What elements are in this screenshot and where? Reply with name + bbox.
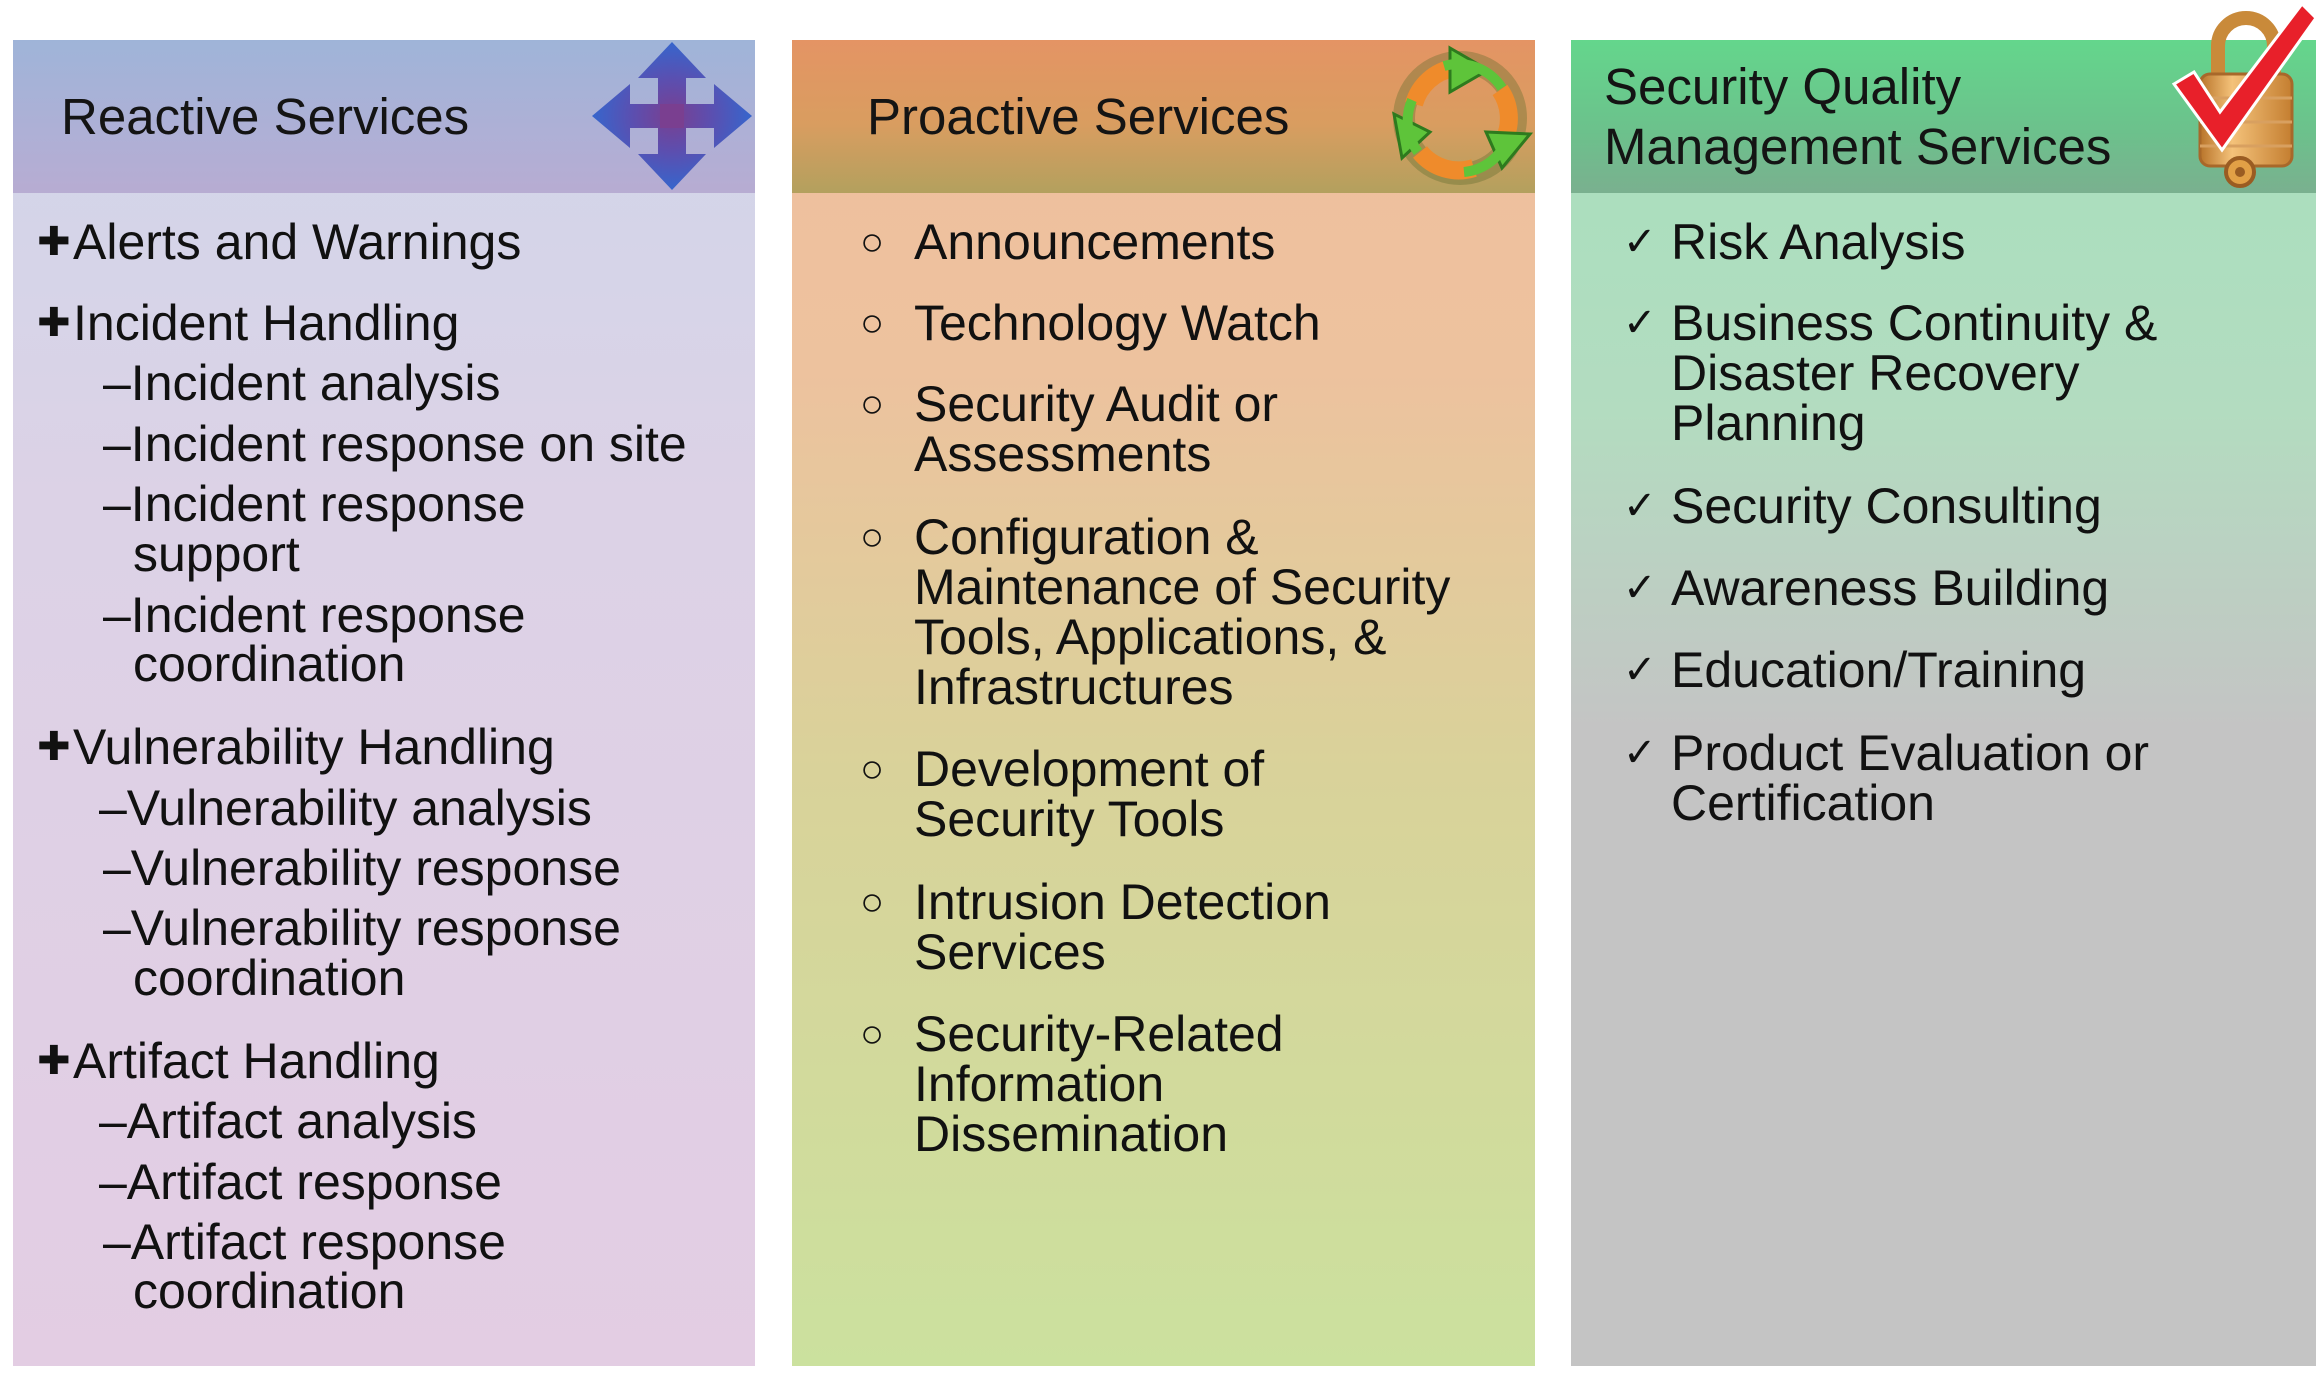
proactive-services-title: Proactive Services (867, 87, 1290, 145)
plus-bullet-icon: ✚ (37, 301, 71, 345)
list-item: Awareness Building (1671, 560, 2110, 616)
list-item-continuation: Planning (1671, 395, 1866, 451)
list-item-continuation: Certification (1671, 775, 1935, 831)
plus-bullet-icon: ✚ (37, 725, 71, 769)
title-line-2: Management Services (1604, 117, 2112, 175)
list-item-continuation: Disaster Recovery (1671, 345, 2080, 401)
sub-list-item: –Incident analysis (103, 355, 501, 411)
title-line-1: Security Quality (1604, 57, 1962, 115)
list-item: Vulnerability Handling (73, 719, 555, 775)
padlock-checkmark-icon (2171, 1, 2316, 188)
plus-bullet-icon: ✚ (37, 1039, 71, 1083)
circle-arrow-bullet-icon: ○ (860, 301, 885, 345)
proactive-services-header: Proactive Services (792, 40, 1535, 193)
list-item-continuation: Tools, Applications, & (914, 609, 1387, 665)
list-item: Business Continuity & (1671, 295, 2158, 351)
checkmark-bullet-icon: ✓ (1623, 220, 1657, 264)
four-way-arrows-icon (592, 42, 752, 190)
list-item: Development of (914, 741, 1265, 797)
plus-bullet-icon: ✚ (37, 220, 71, 264)
circle-arrow-bullet-icon: ○ (860, 220, 885, 264)
list-item: Announcements (914, 214, 1276, 270)
sub-list-item: –Incident response (103, 476, 526, 532)
list-item-continuation: Assessments (914, 426, 1212, 482)
recycle-arrows-icon (1391, 45, 1534, 185)
sub-list-item-continuation: coordination (133, 1263, 406, 1319)
sub-list-item: –Incident response (103, 587, 526, 643)
list-item: Artifact Handling (73, 1033, 440, 1089)
circle-arrow-bullet-icon: ○ (860, 515, 885, 559)
circle-arrow-bullet-icon: ○ (860, 382, 885, 426)
list-item: Security-Related (914, 1006, 1284, 1062)
checkmark-bullet-icon: ✓ (1623, 301, 1657, 345)
sub-list-item: –Artifact response (99, 1154, 502, 1210)
list-item: Product Evaluation or (1671, 725, 2150, 781)
sub-list-item: –Vulnerability response (103, 900, 621, 956)
reactive-services-column: Reactive Services ✚ Alerts and Warnings … (13, 40, 755, 1366)
circle-arrow-bullet-icon: ○ (860, 880, 885, 924)
sub-list-item-continuation: coordination (133, 636, 406, 692)
sub-list-item-continuation: coordination (133, 950, 406, 1006)
security-quality-management-header: Security Quality Management Services (1571, 40, 2316, 193)
security-quality-management-title: Security Quality Management Services (1604, 40, 2164, 193)
sub-list-item: –Artifact analysis (99, 1093, 477, 1149)
sub-list-item: –Artifact response (103, 1214, 506, 1270)
list-item-continuation: Services (914, 924, 1106, 980)
sub-list-item-continuation: support (133, 526, 300, 582)
list-item: Risk Analysis (1671, 214, 1966, 270)
list-item-continuation: Maintenance of Security (914, 559, 1451, 615)
list-item: Configuration & (914, 509, 1259, 565)
list-item-continuation: Information (914, 1056, 1165, 1112)
circle-arrow-bullet-icon: ○ (860, 1012, 885, 1056)
list-item: Technology Watch (914, 295, 1321, 351)
checkmark-bullet-icon: ✓ (1623, 484, 1657, 528)
circle-arrow-bullet-icon: ○ (860, 747, 885, 791)
list-item-continuation: Dissemination (914, 1106, 1229, 1162)
reactive-services-title: Reactive Services (61, 87, 470, 145)
list-item-continuation: Security Tools (914, 791, 1225, 847)
reactive-services-header: Reactive Services (13, 40, 755, 193)
sub-list-item: –Incident response on site (103, 416, 687, 472)
list-item: Alerts and Warnings (73, 214, 522, 270)
security-quality-management-column: Security Quality Management Services ✓ R… (1571, 40, 2316, 1366)
list-item-continuation: Infrastructures (914, 659, 1234, 715)
checkmark-bullet-icon: ✓ (1623, 566, 1657, 610)
checkmark-bullet-icon: ✓ (1623, 648, 1657, 692)
sub-list-item: –Vulnerability analysis (99, 780, 592, 836)
proactive-services-column: Proactive Services ○ Announcements ○ Tec… (792, 40, 1535, 1366)
list-item: Security Audit or (914, 376, 1279, 432)
sub-list-item: –Vulnerability response (103, 840, 621, 896)
list-item: Intrusion Detection (914, 874, 1331, 930)
list-item: Incident Handling (73, 295, 460, 351)
list-item: Education/Training (1671, 642, 2087, 698)
checkmark-bullet-icon: ✓ (1623, 731, 1657, 775)
list-item: Security Consulting (1671, 478, 2102, 534)
